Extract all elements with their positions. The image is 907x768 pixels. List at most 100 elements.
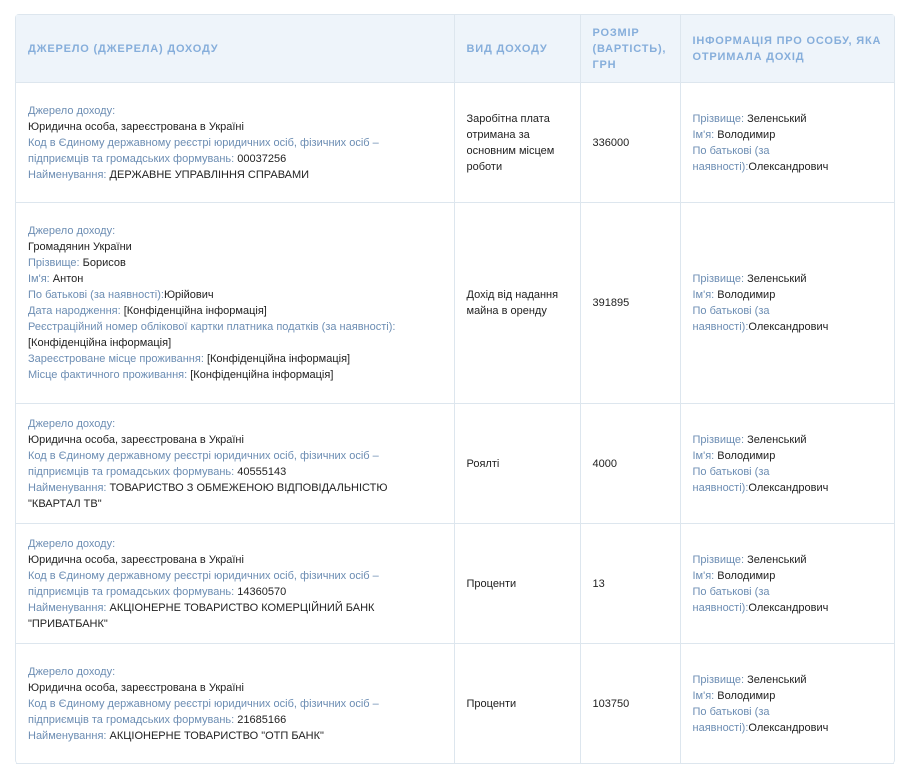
field-label: Місце фактичного проживання: — [28, 369, 191, 381]
field-label: По батькові (за наявності): — [692, 144, 770, 173]
field-line: Найменування: ТОВАРИСТВО З ОБМЕЖЕНОЮ ВІД… — [28, 480, 442, 512]
field-label: Прізвище: — [692, 112, 748, 125]
field-line: Джерело доходу: — [28, 416, 442, 432]
field-line: Юридична особа, зареєстрована в Україні — [28, 552, 442, 568]
field-value: Зеленський — [747, 553, 807, 566]
field-value: Володимир — [717, 289, 776, 301]
table-row: Джерело доходу: Юридична особа, зареєстро… — [16, 403, 894, 524]
column-header: Вид доходу — [454, 15, 581, 83]
field-value: 40555143 — [237, 465, 287, 478]
field-value: Володимир — [717, 128, 776, 141]
recipient-cell: Прізвище: Зеленський Ім'я: Володимир По ба… — [680, 82, 894, 203]
field-label: Код в Єдиному державному реєстрі юридичн… — [28, 449, 379, 478]
income-type-cell: Заробітна плата отримана за основним міс… — [454, 82, 581, 203]
field-label: Найменування: — [28, 168, 110, 181]
column-header: Розмір (вартість), грн — [580, 15, 681, 83]
field-value: [Конфіденційна інформація] — [206, 353, 351, 365]
field-line: Код в Єдиному державному реєстрі юридичн… — [28, 448, 442, 480]
field-label: Прізвище: — [692, 553, 748, 566]
field-line: Ім'я: Володимир — [693, 287, 883, 303]
field-label: Джерело доходу: — [28, 537, 116, 550]
field-value: Зеленський — [747, 433, 807, 446]
field-label: Джерело доходу: — [28, 417, 116, 430]
field-value: Володимир — [717, 689, 776, 702]
recipient-cell: Прізвище: Зеленський Ім'я: Володимир По ба… — [680, 403, 894, 524]
amount-cell: 391895 — [580, 202, 681, 404]
field-line: Найменування: АКЦІОНЕРНЕ ТОВАРИСТВО КОМЕ… — [28, 600, 442, 632]
field-line: Ім'я: Володимир — [693, 688, 883, 704]
field-value: Олександрович — [748, 160, 829, 173]
field-value: Юридична особа, зареєстрована в Україні — [28, 120, 244, 133]
table-body: Джерело доходу: Юридична особа, зареєстро… — [16, 82, 894, 764]
field-line: Громадянин України — [28, 239, 442, 255]
field-line: Юридична особа, зареєстрована в Україні — [28, 119, 442, 135]
field-value: Борисов — [82, 257, 126, 269]
source-cell: Джерело доходу: Юридична особа, зареєстро… — [16, 523, 455, 644]
income-table: Джерело (джерела) доходу Вид доходу Розмір… — [16, 15, 894, 764]
field-label: Джерело доходу: — [28, 225, 116, 237]
field-line: Ім'я: Володимир — [693, 127, 883, 143]
field-label: Прізвище: — [692, 673, 748, 686]
field-value: Зеленський — [747, 673, 807, 686]
field-line: По батькові (за наявності):Юрійович — [28, 287, 442, 303]
column-header: Інформація про особу, яка отримала дохід — [680, 15, 894, 83]
recipient-cell: Прізвище: Зеленський Ім'я: Володимир По ба… — [680, 523, 894, 644]
field-value: [Конфіденційна інформація] — [190, 369, 334, 381]
income-table-container: Джерело (джерела) доходу Вид доходу Розмір… — [15, 14, 895, 764]
table-row: Джерело доходу: Юридична особа, зареєстро… — [16, 82, 894, 203]
column-header: Джерело (джерела) доходу — [16, 15, 455, 83]
field-value: 14360570 — [237, 585, 287, 598]
field-label: Дата народження: — [28, 305, 124, 317]
header-row: Джерело (джерела) доходу Вид доходу Розмір… — [16, 15, 894, 83]
field-value: 21685166 — [237, 713, 287, 726]
field-value: Володимир — [717, 449, 776, 462]
field-line: Реєстраційний номер облікової картки пла… — [28, 319, 442, 351]
field-line: Код в Єдиному державному реєстрі юридичн… — [28, 696, 442, 728]
amount-cell: 336000 — [580, 82, 681, 203]
amount-cell: 13 — [580, 523, 681, 644]
field-value: ТОВАРИСТВО З ОБМЕЖЕНОЮ ВІДПОВІДАЛЬНІСТЮ … — [28, 481, 388, 510]
field-line: Дата народження: [Конфіденційна інформац… — [28, 303, 442, 319]
recipient-cell: Прізвище: Зеленський Ім'я: Володимир По ба… — [680, 202, 894, 404]
field-line: Джерело доходу: — [28, 223, 442, 239]
field-line: Прізвище: Борисов — [28, 255, 442, 271]
field-line: Прізвище: Зеленський — [693, 672, 883, 688]
field-label: Ім'я: — [692, 569, 718, 582]
field-value: Олександрович — [748, 601, 829, 614]
field-label: Джерело доходу: — [28, 104, 116, 117]
field-value: Зеленський — [747, 112, 807, 125]
income-type-cell: Проценти — [454, 523, 581, 644]
field-line: Ім'я: Антон — [28, 271, 442, 287]
field-line: По батькові (за наявності):Олександрович — [693, 303, 883, 335]
field-value: Олександрович — [748, 481, 829, 494]
field-value: АКЦІОНЕРНЕ ТОВАРИСТВО "ОТП БАНК" — [109, 729, 324, 742]
field-value: Громадянин України — [28, 241, 132, 253]
field-value: Юридична особа, зареєстрована в Україні — [28, 433, 244, 446]
field-label: Ім'я: — [692, 128, 718, 141]
field-line: По батькові (за наявності):Олександрович — [693, 464, 883, 496]
field-line: Джерело доходу: — [28, 664, 442, 680]
field-label: Ім'я: — [692, 289, 718, 301]
field-label: Ім'я: — [692, 449, 718, 462]
field-value: 00037256 — [237, 152, 287, 165]
field-value: Олександрович — [748, 721, 829, 734]
source-cell: Джерело доходу: Громадянин України Прізвищ… — [16, 202, 455, 404]
table-row: Джерело доходу: Громадянин України Прізвищ… — [16, 202, 894, 404]
field-line: Зареєстроване місце проживання: [Конфіде… — [28, 351, 442, 367]
field-label: Прізвище: — [692, 433, 748, 446]
field-label: Код в Єдиному державному реєстрі юридичн… — [28, 136, 379, 165]
field-label: Ім'я: — [692, 689, 718, 702]
field-label: Найменування: — [28, 601, 110, 614]
field-label: По батькові (за наявності): — [692, 705, 770, 734]
field-line: Прізвище: Зеленський — [693, 432, 883, 448]
source-cell: Джерело доходу: Юридична особа, зареєстро… — [16, 643, 455, 764]
field-label: Прізвище: — [692, 273, 748, 285]
field-label: Джерело доходу: — [28, 665, 116, 678]
field-line: По батькові (за наявності):Олександрович — [693, 143, 883, 175]
field-line: Ім'я: Володимир — [693, 448, 883, 464]
field-line: Прізвище: Зеленський — [693, 271, 883, 287]
field-value: АКЦІОНЕРНЕ ТОВАРИСТВО КОМЕРЦІЙНИЙ БАНК "… — [28, 601, 375, 630]
field-value: [Конфіденційна інформація] — [123, 305, 267, 317]
field-label: Код в Єдиному державному реєстрі юридичн… — [28, 569, 379, 598]
